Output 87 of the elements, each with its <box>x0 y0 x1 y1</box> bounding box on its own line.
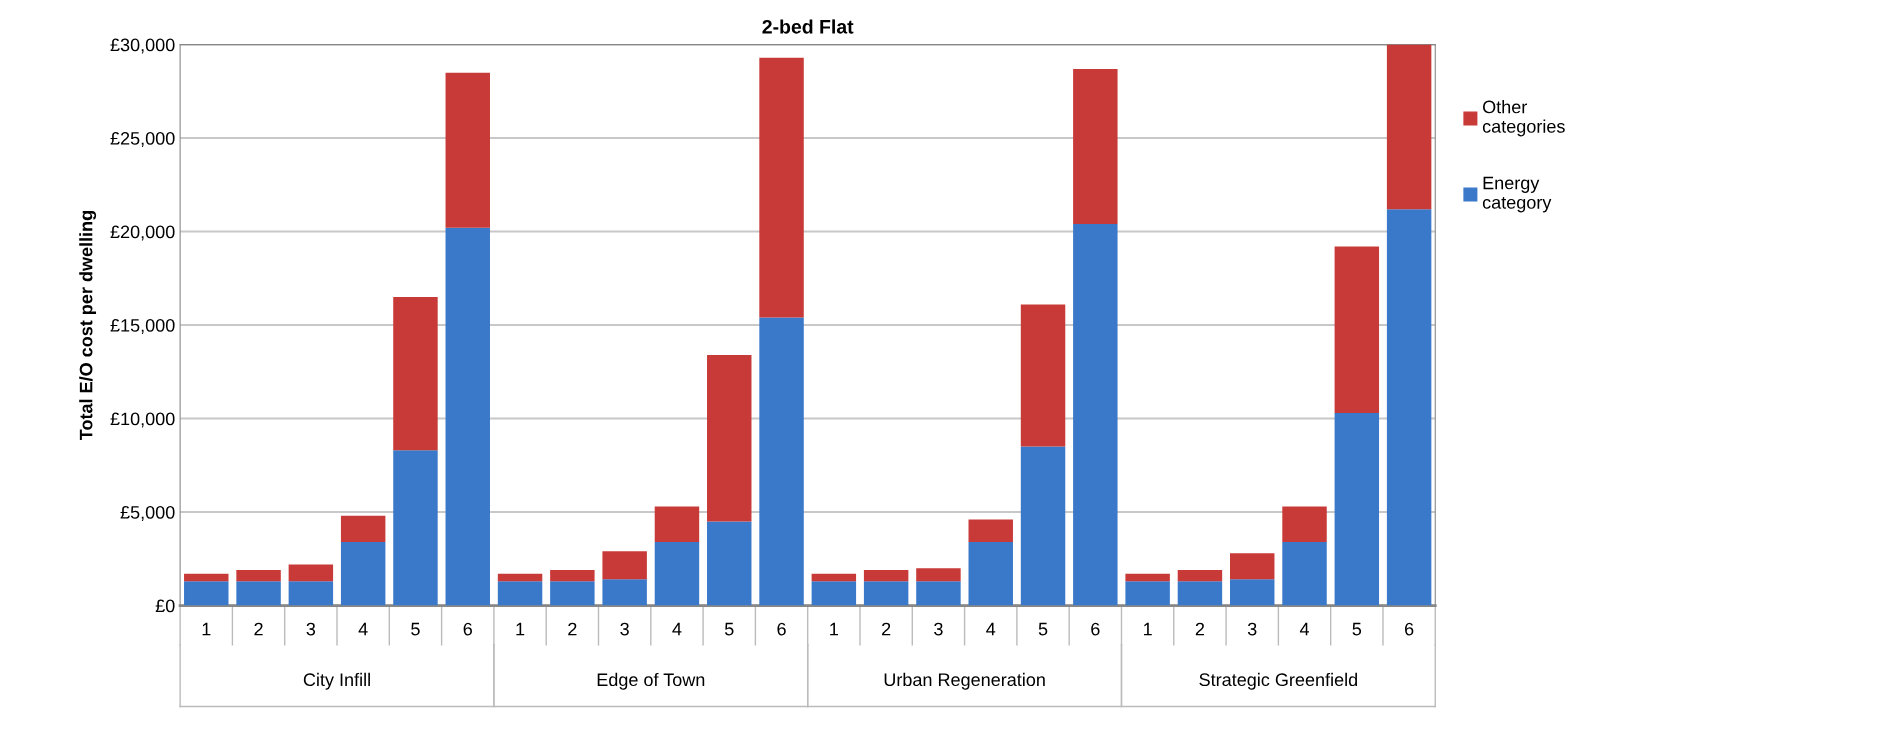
x-tick-label: 3 <box>620 622 629 636</box>
bar <box>393 450 438 606</box>
bar <box>445 227 490 606</box>
x-tick-label: 1 <box>830 622 838 636</box>
bar <box>916 568 961 582</box>
bar <box>811 573 857 582</box>
legend-label: Energy category <box>1482 176 1552 213</box>
bar <box>968 519 1013 542</box>
y-tick-label: £30,000 <box>110 38 175 54</box>
x-tick-label: 2 <box>1195 622 1205 636</box>
x-tick-label: 6 <box>1091 622 1100 636</box>
y-tick-label: £5,000 <box>120 505 175 521</box>
text: City Infill <box>303 672 370 690</box>
bar <box>1386 44 1432 210</box>
bar <box>550 581 595 606</box>
bar <box>1230 579 1275 606</box>
x-tick-label: 6 <box>1405 622 1414 636</box>
x-tick-label: 5 <box>411 622 420 636</box>
x-tick-label: 1 <box>1143 622 1152 636</box>
bar <box>1230 553 1275 580</box>
text: Urban Regeneration <box>884 672 1045 690</box>
text: Edge of Town <box>597 672 705 690</box>
bar <box>393 297 438 451</box>
bar <box>1282 506 1327 542</box>
x-tick-label: 4 <box>672 622 682 636</box>
bar <box>968 541 1013 606</box>
bar <box>1073 224 1118 606</box>
x-tick-label: 3 <box>1247 622 1257 636</box>
bar <box>497 573 543 582</box>
bar <box>550 570 595 582</box>
bar <box>863 581 909 606</box>
bar <box>236 570 281 582</box>
bar <box>654 506 700 542</box>
x-tick-label: 5 <box>724 622 734 636</box>
x-tick-label: 3 <box>306 622 316 636</box>
bar <box>1125 581 1170 606</box>
x-tick-label: 1 <box>516 622 525 636</box>
x-tick-label: 2 <box>568 622 577 636</box>
x-tick-label: 3 <box>934 622 943 636</box>
y-tick-label: £15,000 <box>110 319 175 334</box>
bar <box>707 354 752 522</box>
bar <box>340 541 386 606</box>
chart-title: 2-bed Flat <box>762 19 854 34</box>
bar <box>916 581 961 606</box>
y-tick-label: £20,000 <box>110 225 175 241</box>
bar <box>759 317 804 606</box>
bar <box>184 581 229 606</box>
bar <box>184 573 229 582</box>
bar <box>707 521 752 606</box>
bar <box>1177 570 1223 582</box>
legend-label: Other categories <box>1482 100 1565 137</box>
text: Strategic Greenfield <box>1199 672 1358 690</box>
x-tick-label: 4 <box>986 622 996 636</box>
x-tick-label: 4 <box>358 622 368 636</box>
bar <box>1125 573 1170 582</box>
bar <box>1020 304 1066 447</box>
bar <box>1386 209 1432 606</box>
bar <box>602 551 647 580</box>
bar <box>1334 246 1380 413</box>
x-tick-label: 6 <box>463 622 472 636</box>
x-tick-label: 2 <box>882 622 891 636</box>
bar <box>236 581 281 606</box>
y-axis-title: Total E/O cost per dwelling <box>79 211 97 441</box>
bar <box>340 515 386 542</box>
x-tick-label: 4 <box>1299 622 1310 636</box>
bar <box>863 570 909 582</box>
bar <box>1073 68 1118 225</box>
bar <box>1020 446 1066 606</box>
bar <box>602 579 647 606</box>
bar <box>445 72 490 228</box>
x-tick-label: 6 <box>777 622 786 636</box>
bar <box>654 541 700 606</box>
bar <box>811 581 857 606</box>
y-tick-label: £0 <box>155 599 175 613</box>
y-tick-label: £25,000 <box>110 132 175 147</box>
bar <box>759 57 804 318</box>
bar <box>1334 412 1380 606</box>
x-tick-label: 5 <box>1352 622 1362 636</box>
bar <box>288 581 334 606</box>
bar <box>1282 541 1327 606</box>
x-tick-label: 2 <box>254 622 263 636</box>
y-tick-label: £10,000 <box>110 412 175 428</box>
bar <box>497 581 543 606</box>
bar <box>288 564 334 582</box>
x-tick-label: 1 <box>202 622 211 636</box>
x-tick-label: 5 <box>1038 622 1048 636</box>
bar <box>1177 581 1223 606</box>
